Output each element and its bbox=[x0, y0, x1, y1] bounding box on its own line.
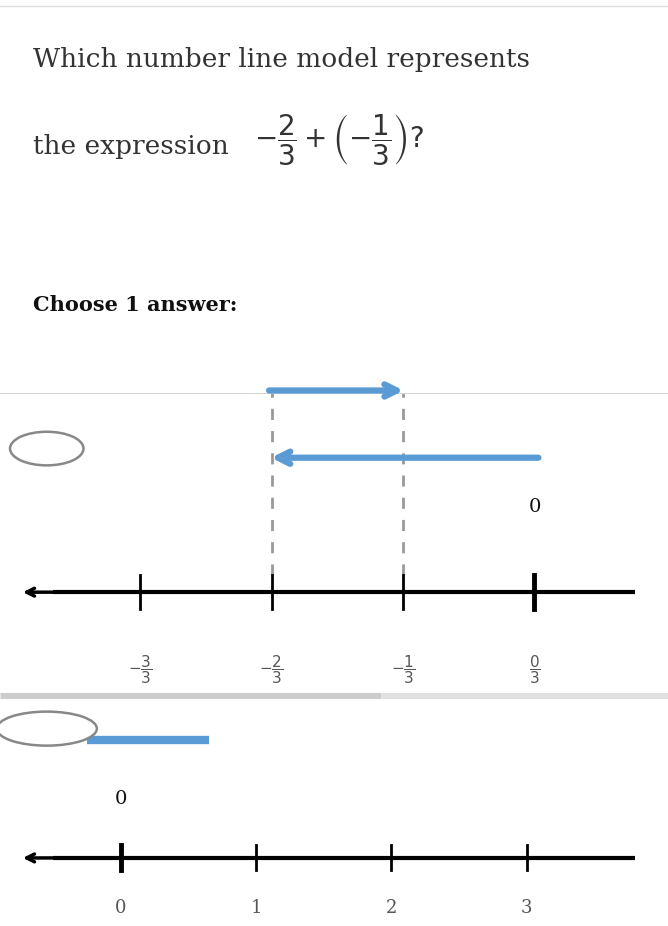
Text: A: A bbox=[39, 440, 54, 457]
Text: 3: 3 bbox=[521, 899, 532, 917]
Text: 0: 0 bbox=[528, 498, 540, 516]
Text: the expression: the expression bbox=[33, 133, 229, 158]
Text: $-\dfrac{1}{3}$: $-\dfrac{1}{3}$ bbox=[391, 654, 415, 686]
Text: $-\dfrac{3}{3}$: $-\dfrac{3}{3}$ bbox=[128, 654, 152, 686]
Text: 2: 2 bbox=[385, 899, 397, 917]
Text: 1: 1 bbox=[250, 899, 262, 917]
Text: B: B bbox=[39, 720, 54, 738]
Text: 0: 0 bbox=[116, 899, 127, 917]
Text: Choose 1 answer:: Choose 1 answer: bbox=[33, 295, 238, 315]
Text: $-\dfrac{2}{3}+\left(-\dfrac{1}{3}\right)?$: $-\dfrac{2}{3}+\left(-\dfrac{1}{3}\right… bbox=[254, 112, 424, 168]
Text: 0: 0 bbox=[115, 790, 127, 808]
Text: $\dfrac{0}{3}$: $\dfrac{0}{3}$ bbox=[528, 654, 540, 686]
Text: Which number line model represents: Which number line model represents bbox=[33, 47, 530, 72]
Text: $-\dfrac{2}{3}$: $-\dfrac{2}{3}$ bbox=[259, 654, 284, 686]
Circle shape bbox=[0, 711, 97, 745]
Circle shape bbox=[10, 432, 84, 466]
